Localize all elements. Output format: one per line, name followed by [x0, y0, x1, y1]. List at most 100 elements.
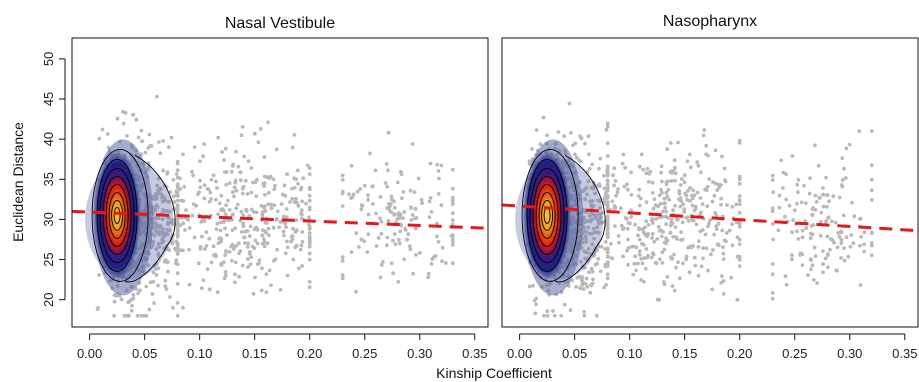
data-point [245, 245, 250, 249]
data-point [262, 204, 267, 209]
data-point [660, 261, 665, 265]
data-point [702, 128, 707, 132]
data-point [269, 283, 273, 288]
data-point [233, 272, 237, 277]
data-point [140, 139, 144, 144]
data-point [374, 244, 379, 248]
data-point [612, 183, 616, 188]
data-point [294, 228, 299, 233]
data-point [245, 192, 250, 196]
data-point [156, 266, 161, 270]
data-point [650, 180, 655, 185]
data-point [661, 230, 665, 234]
data-point [783, 274, 788, 279]
data-point [144, 284, 149, 289]
data-point [211, 244, 216, 249]
data-point [410, 142, 415, 146]
data-point [620, 161, 625, 166]
data-point [340, 259, 345, 263]
data-point [664, 236, 668, 241]
data-point [269, 206, 274, 211]
data-point [682, 207, 687, 212]
data-point [651, 206, 656, 211]
data-point [642, 256, 647, 261]
data-point [349, 250, 354, 255]
data-point [307, 215, 311, 220]
data-point [284, 225, 288, 230]
data-point [199, 220, 204, 224]
data-point [696, 163, 701, 168]
data-point [153, 197, 157, 202]
data-point [723, 178, 727, 182]
data-point [862, 249, 866, 254]
data-point [703, 232, 708, 237]
data-point [262, 240, 267, 245]
data-point [246, 241, 251, 246]
data-point [366, 193, 370, 198]
data-point [156, 230, 161, 235]
data-point [249, 190, 254, 195]
contour-line [124, 155, 176, 283]
data-point [713, 148, 718, 153]
data-point [358, 187, 363, 191]
data-point [175, 301, 180, 305]
data-point [299, 208, 304, 213]
data-point [187, 247, 191, 252]
data-point [223, 146, 228, 151]
data-point [296, 266, 301, 271]
data-point [175, 281, 180, 286]
data-point [661, 209, 665, 214]
data-point [175, 203, 180, 208]
data-point [178, 176, 182, 181]
data-point [652, 239, 657, 244]
data-point [263, 220, 268, 225]
data-point [216, 212, 221, 217]
data-point [796, 190, 800, 195]
data-point [605, 121, 610, 126]
data-point [816, 163, 821, 168]
data-point [164, 287, 169, 291]
contour-line [113, 206, 121, 224]
data-point [405, 237, 409, 242]
data-point [806, 273, 810, 278]
data-point [246, 159, 251, 164]
data-point [809, 258, 814, 262]
contour-line [541, 199, 554, 231]
data-point [439, 203, 444, 208]
data-point [376, 236, 381, 240]
data-point [784, 282, 789, 287]
data-point [727, 228, 732, 233]
data-point [215, 221, 220, 226]
data-point [384, 162, 389, 166]
data-point [290, 186, 294, 191]
data-point [181, 152, 185, 157]
data-point [199, 286, 204, 290]
data-point [291, 226, 295, 231]
data-point [246, 257, 250, 261]
data-point [779, 158, 784, 163]
data-point [694, 222, 699, 227]
data-point [682, 180, 687, 185]
data-point [582, 313, 587, 318]
data-point [266, 120, 270, 125]
data-point [649, 255, 654, 260]
data-point [265, 175, 270, 180]
data-point [245, 229, 250, 233]
data-point [397, 237, 401, 242]
data-point [688, 186, 692, 190]
data-point [770, 296, 775, 301]
contour-line [102, 175, 132, 255]
data-point [254, 210, 259, 215]
data-point [837, 234, 842, 239]
data-point [409, 218, 414, 222]
data-point [234, 243, 239, 248]
data-point [105, 132, 110, 136]
data-point [592, 236, 596, 241]
data-point [262, 184, 266, 189]
data-point [670, 284, 675, 288]
data-point [710, 199, 715, 204]
data-point [174, 258, 179, 262]
data-point [589, 185, 594, 190]
data-point [660, 214, 665, 219]
data-point [307, 198, 312, 203]
